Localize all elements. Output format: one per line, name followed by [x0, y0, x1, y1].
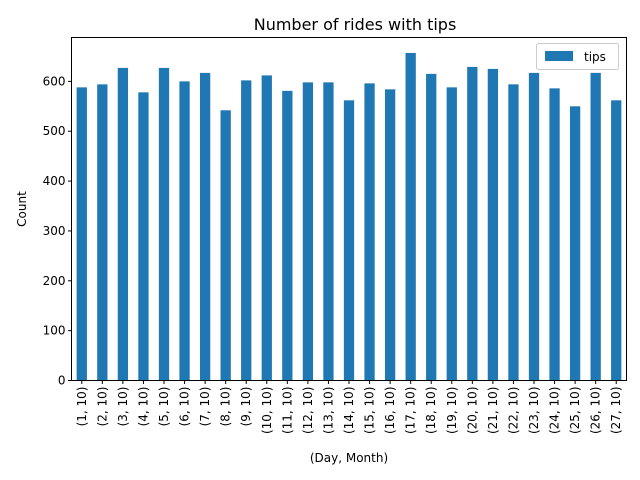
- bar: [405, 52, 416, 381]
- x-tick-label: (11, 10): [280, 387, 294, 435]
- bar: [590, 72, 601, 381]
- legend: tips: [536, 43, 619, 70]
- bar: [76, 87, 87, 381]
- x-tick-label: (8, 10): [219, 387, 233, 427]
- bar: [199, 72, 211, 381]
- x-tick-label: (9, 10): [239, 387, 253, 427]
- x-tick-label: (24, 10): [548, 387, 562, 435]
- bar: [467, 66, 478, 381]
- bar: [343, 100, 355, 381]
- bar: [364, 83, 375, 381]
- x-tick-label: (5, 10): [157, 387, 171, 427]
- bar: [426, 73, 437, 381]
- bar: [158, 67, 170, 381]
- bar: [528, 72, 540, 381]
- x-axis-label: (Day, Month): [310, 451, 388, 465]
- bar: [569, 106, 581, 381]
- x-tick-label: (22, 10): [506, 387, 520, 435]
- x-tick-label: (20, 10): [465, 387, 479, 435]
- x-tick-label: (26, 10): [589, 387, 603, 435]
- legend-box: [536, 43, 619, 70]
- bar: [302, 82, 314, 381]
- y-tick-label: 400: [43, 174, 66, 188]
- bar: [261, 75, 272, 381]
- x-axis: (1, 10) (2, 10) (3, 10) (4, 10) (5, 10) (6, 1…: [75, 380, 623, 435]
- x-tick-label: (1, 10): [75, 387, 89, 427]
- x-tick-label: (18, 10): [424, 387, 438, 435]
- bar: [179, 81, 190, 381]
- y-tick-label: 200: [43, 274, 66, 288]
- x-tick-label: (13, 10): [321, 387, 335, 435]
- bar: [508, 84, 519, 381]
- bar-series: [76, 52, 622, 381]
- x-tick-label: (23, 10): [527, 387, 541, 435]
- x-tick-label: (7, 10): [198, 387, 212, 427]
- x-tick-label: (4, 10): [136, 387, 150, 427]
- x-tick-label: (10, 10): [260, 387, 274, 435]
- bar: [282, 90, 293, 381]
- bar: [220, 110, 231, 381]
- y-tick-label: 0: [58, 374, 66, 388]
- x-tick-label: (16, 10): [383, 387, 397, 435]
- bar: [138, 92, 149, 381]
- x-tick-label: (21, 10): [486, 387, 500, 435]
- x-tick-label: (19, 10): [445, 387, 459, 435]
- x-tick-label: (14, 10): [342, 387, 356, 435]
- y-tick-label: 100: [43, 324, 66, 338]
- bar: [487, 68, 499, 381]
- bar: [241, 80, 252, 381]
- x-tick-label: (27, 10): [609, 387, 623, 435]
- legend-label: tips: [584, 50, 606, 64]
- x-tick-label: (25, 10): [568, 387, 582, 435]
- y-tick-label: 500: [43, 124, 66, 138]
- x-tick-label: (12, 10): [301, 387, 315, 435]
- bar: [611, 100, 622, 381]
- x-tick-label: (6, 10): [178, 387, 192, 427]
- y-axis-label: Count: [15, 191, 29, 227]
- x-tick-label: (2, 10): [95, 387, 109, 427]
- x-tick-label: (15, 10): [363, 387, 377, 435]
- bar: [117, 67, 129, 381]
- y-tick-label: 300: [43, 224, 66, 238]
- bar: [549, 88, 560, 381]
- bar: [97, 84, 108, 381]
- bar: [323, 82, 334, 381]
- bar: [446, 87, 457, 381]
- bar: [384, 89, 396, 381]
- y-tick-label: 600: [43, 74, 66, 88]
- plot-frame: [71, 37, 627, 381]
- y-axis: 0 100 200 300 400 500 600: [43, 74, 72, 388]
- x-tick-label: (3, 10): [116, 387, 130, 427]
- x-tick-label: (17, 10): [404, 387, 418, 435]
- legend-swatch: [545, 51, 573, 61]
- chart-title: Number of rides with tips: [254, 15, 457, 34]
